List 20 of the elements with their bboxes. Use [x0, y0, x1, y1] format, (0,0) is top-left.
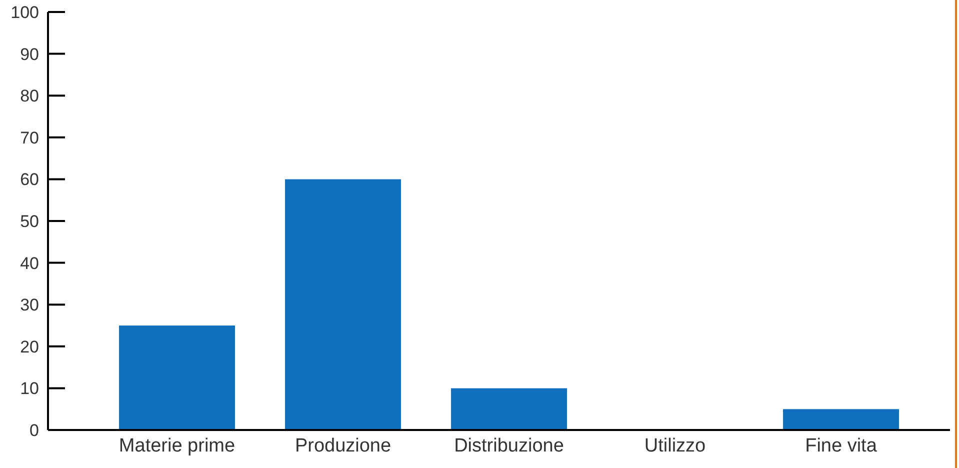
- x-tick-label: Materie prime: [118, 435, 236, 456]
- y-tick-label: 100: [10, 3, 39, 22]
- x-tick-label: Fine vita: [805, 435, 878, 456]
- x-tick-label: Utilizzo: [644, 435, 706, 456]
- y-tick-label: 40: [20, 254, 39, 273]
- x-tick-label: Distribuzione: [454, 435, 564, 456]
- bar: [451, 388, 567, 430]
- y-tick-label: 60: [20, 170, 39, 190]
- bar: [783, 409, 899, 430]
- y-tick-label: 70: [20, 128, 39, 148]
- y-tick-label: 0: [30, 421, 39, 440]
- y-tick-label: 10: [20, 379, 39, 398]
- bar: [119, 326, 235, 430]
- bar: [285, 179, 401, 430]
- y-tick-label: 50: [20, 212, 39, 231]
- y-tick-label: 90: [20, 44, 39, 64]
- y-tick-label: 20: [20, 337, 39, 356]
- y-tick-label: 30: [20, 296, 39, 315]
- y-tick-label: 80: [20, 86, 39, 106]
- x-tick-label: Produzione: [294, 435, 392, 456]
